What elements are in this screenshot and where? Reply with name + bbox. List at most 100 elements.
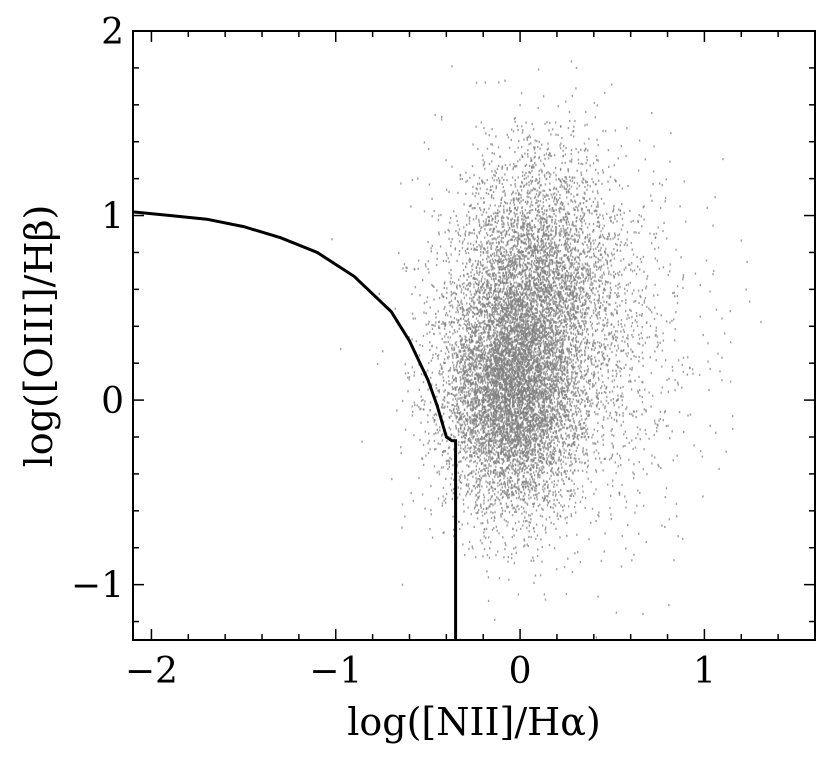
data-point: [568, 453, 570, 456]
data-point: [480, 470, 482, 473]
data-point: [495, 318, 497, 321]
data-point: [480, 344, 482, 348]
data-point: [468, 373, 470, 377]
data-point: [567, 456, 569, 459]
data-point: [439, 363, 442, 366]
data-point: [444, 323, 447, 326]
data-point: [481, 341, 483, 344]
data-point: [433, 439, 436, 442]
data-point: [534, 443, 536, 446]
data-point: [542, 419, 544, 422]
data-point: [502, 378, 504, 381]
data-point: [527, 326, 529, 329]
data-point: [525, 445, 527, 448]
data-point: [527, 355, 530, 358]
data-point: [472, 485, 475, 488]
data-point: [570, 358, 572, 361]
data-point: [485, 527, 488, 530]
data-point: [494, 308, 497, 311]
data-point: [472, 445, 475, 448]
data-point: [443, 341, 445, 344]
data-point: [503, 399, 505, 402]
data-point: [546, 346, 549, 349]
data-point: [487, 424, 489, 427]
data-point: [514, 340, 516, 343]
data-point: [444, 389, 446, 392]
data-point: [548, 331, 550, 334]
data-point: [520, 326, 522, 329]
data-point: [527, 383, 530, 386]
data-point: [507, 493, 510, 496]
data-point: [515, 369, 518, 372]
data-point: [491, 403, 493, 406]
data-point: [577, 311, 579, 314]
data-point: [508, 371, 511, 374]
data-point: [491, 370, 494, 373]
data-point: [502, 443, 504, 446]
data-point: [468, 473, 470, 476]
data-point: [524, 340, 526, 343]
data-point: [511, 378, 513, 382]
data-point: [473, 451, 475, 454]
data-point: [460, 487, 462, 490]
data-point: [530, 468, 532, 471]
data-point: [610, 312, 612, 315]
data-point: [504, 542, 506, 545]
data-point: [524, 493, 526, 496]
data-point: [463, 382, 465, 385]
data-point: [507, 413, 509, 416]
data-point: [587, 381, 589, 384]
data-point: [464, 437, 466, 440]
data-point: [512, 404, 514, 408]
data-point: [466, 422, 469, 425]
data-point: [517, 284, 519, 287]
data-point: [539, 460, 541, 463]
data-point: [465, 374, 467, 377]
data-point: [541, 376, 544, 379]
data-point: [574, 379, 577, 382]
data-point: [534, 380, 537, 383]
data-point: [553, 292, 555, 295]
data-point: [456, 407, 458, 410]
data-point: [431, 536, 434, 539]
data-point: [544, 447, 547, 450]
data-point: [483, 421, 486, 425]
data-point: [524, 359, 527, 362]
data-point: [554, 300, 557, 303]
data-point: [449, 383, 451, 386]
data-point: [539, 256, 541, 259]
data-point: [488, 403, 490, 406]
data-point: [514, 306, 516, 309]
data-point: [538, 402, 540, 405]
data-point: [492, 439, 494, 442]
data-point: [460, 474, 462, 477]
data-point: [466, 483, 468, 486]
data-point: [531, 264, 533, 267]
data-point: [438, 296, 441, 300]
data-point: [475, 401, 478, 405]
data-point: [478, 508, 480, 512]
data-point: [450, 436, 452, 439]
data-point: [494, 400, 497, 403]
data-point: [519, 441, 522, 444]
data-point: [512, 373, 514, 376]
data-point: [478, 399, 481, 402]
data-point: [528, 455, 530, 458]
data-point: [480, 410, 483, 413]
data-point: [542, 508, 544, 511]
data-point: [543, 411, 545, 414]
data-point: [534, 242, 536, 246]
data-point: [516, 383, 518, 386]
data-point: [458, 249, 461, 252]
data-point: [573, 441, 575, 444]
data-point: [452, 409, 454, 412]
data-point: [488, 464, 490, 467]
data-point: [492, 396, 495, 399]
data-point: [465, 336, 467, 339]
data-point: [504, 413, 506, 416]
data-point: [529, 327, 532, 330]
data-point: [510, 311, 513, 314]
data-point: [469, 407, 472, 410]
data-point: [519, 498, 522, 501]
data-point: [515, 446, 517, 449]
